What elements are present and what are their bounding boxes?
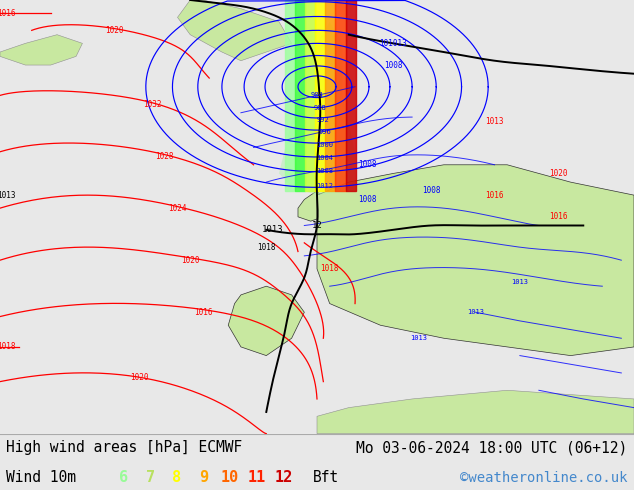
Text: 1013: 1013 [512,279,528,285]
Text: 1008: 1008 [358,160,377,169]
Text: 1008: 1008 [384,61,403,70]
Text: 1013: 1013 [0,191,16,199]
Text: 1018: 1018 [257,243,276,252]
Polygon shape [317,390,634,434]
Text: 12: 12 [312,221,322,230]
Polygon shape [228,286,304,356]
Text: 8: 8 [172,470,181,485]
Polygon shape [178,0,292,61]
Bar [315,0,325,191]
Text: 1020: 1020 [548,169,567,178]
Text: 1028: 1028 [155,151,174,161]
Text: High wind areas [hPa] ECMWF: High wind areas [hPa] ECMWF [6,440,243,455]
Text: 1024: 1024 [168,204,187,213]
Text: 1008: 1008 [358,195,377,204]
Text: 1016: 1016 [485,191,504,199]
Text: 996: 996 [318,129,331,135]
Text: 7: 7 [146,470,155,485]
Text: 1016: 1016 [193,308,212,317]
Text: 1008: 1008 [422,186,441,196]
Text: 101013: 101013 [379,39,407,48]
Text: 1020: 1020 [130,373,149,382]
Bar [285,0,295,191]
Polygon shape [298,191,330,221]
Text: 1020: 1020 [181,256,200,265]
Text: Wind 10m: Wind 10m [6,470,76,485]
Polygon shape [0,35,82,65]
Text: ©weatheronline.co.uk: ©weatheronline.co.uk [460,470,628,485]
Text: 1013: 1013 [467,309,484,315]
Text: 992: 992 [317,117,330,122]
Text: 1013: 1013 [262,225,283,234]
Bar [325,0,335,191]
Text: 984: 984 [311,93,323,98]
Text: 1000: 1000 [316,142,333,148]
Polygon shape [279,22,355,195]
Text: Mo 03-06-2024 18:00 UTC (06+12): Mo 03-06-2024 18:00 UTC (06+12) [356,440,628,455]
Text: 1012: 1012 [316,183,333,189]
Text: 1032: 1032 [143,99,162,109]
Text: 10: 10 [221,470,239,485]
Bar [335,0,346,191]
Text: 12: 12 [275,470,292,485]
Text: 1013: 1013 [485,117,504,126]
Text: 1020: 1020 [105,26,124,35]
Text: 1016: 1016 [0,8,16,18]
Text: 1018: 1018 [0,343,16,351]
Text: 9: 9 [199,470,208,485]
Text: Bft: Bft [313,470,339,485]
Bar [346,0,356,191]
Text: 1018: 1018 [320,265,339,273]
Text: 11: 11 [248,470,266,485]
Text: 1013: 1013 [410,335,427,341]
Bar [305,0,315,191]
Polygon shape [317,165,634,356]
Text: 1004: 1004 [316,155,333,161]
Text: 1008: 1008 [316,168,333,174]
Text: 6: 6 [119,470,128,485]
Text: 1016: 1016 [548,212,567,221]
Bar [295,0,305,191]
Text: 988: 988 [314,104,327,111]
